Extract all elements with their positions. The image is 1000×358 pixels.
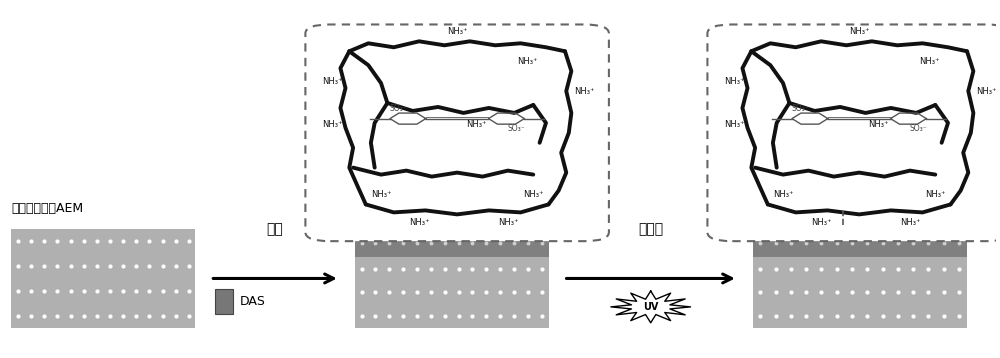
FancyBboxPatch shape: [215, 289, 233, 314]
Text: NH₃⁺: NH₃⁺: [976, 87, 996, 96]
Text: NH₃⁺: NH₃⁺: [773, 190, 793, 199]
Text: NH₃⁺: NH₃⁺: [523, 190, 544, 199]
Text: NH₃⁺: NH₃⁺: [574, 87, 594, 96]
FancyBboxPatch shape: [11, 229, 195, 328]
Text: NH₃⁺: NH₃⁺: [849, 27, 869, 36]
Text: SO₃⁻: SO₃⁻: [910, 124, 927, 133]
Text: SO₃⁻: SO₃⁻: [791, 104, 809, 113]
Text: NH₃⁺: NH₃⁺: [925, 190, 946, 199]
Text: NH₃⁺: NH₃⁺: [323, 120, 343, 129]
Text: NH₃⁺: NH₃⁺: [868, 120, 888, 129]
Text: NH₃⁺: NH₃⁺: [517, 57, 537, 66]
FancyBboxPatch shape: [753, 257, 967, 328]
Polygon shape: [611, 291, 691, 323]
Text: NH₃⁺: NH₃⁺: [447, 27, 467, 36]
FancyBboxPatch shape: [355, 229, 549, 257]
Text: 渗透: 渗透: [267, 222, 283, 236]
Text: NH₃⁺: NH₃⁺: [409, 218, 429, 227]
FancyBboxPatch shape: [355, 257, 549, 328]
Text: NH₃⁺: NH₃⁺: [900, 218, 920, 227]
Text: NH₃⁺: NH₃⁺: [323, 77, 343, 86]
Text: UV: UV: [643, 302, 658, 312]
Text: 阴离子交换膜AEM: 阴离子交换膜AEM: [11, 202, 83, 214]
Text: NH₃⁺: NH₃⁺: [725, 77, 745, 86]
FancyBboxPatch shape: [707, 24, 1000, 241]
Text: NH₃⁺: NH₃⁺: [371, 190, 391, 199]
Text: SO₃⁻: SO₃⁻: [507, 124, 525, 133]
Text: SO₃⁻: SO₃⁻: [389, 104, 407, 113]
Text: NH₃⁺: NH₃⁺: [498, 218, 518, 227]
Text: DAS: DAS: [240, 295, 266, 308]
Text: NH₃⁺: NH₃⁺: [466, 120, 486, 129]
FancyBboxPatch shape: [305, 24, 609, 241]
FancyBboxPatch shape: [753, 229, 967, 257]
Text: NH₃⁺: NH₃⁺: [919, 57, 939, 66]
Text: NH₃⁺: NH₃⁺: [811, 218, 831, 227]
Text: 光交联: 光交联: [638, 222, 663, 236]
Text: NH₃⁺: NH₃⁺: [725, 120, 745, 129]
